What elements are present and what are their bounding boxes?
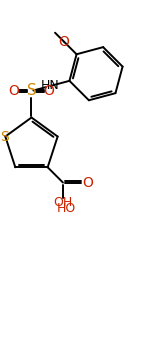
Text: O: O <box>59 35 69 49</box>
Text: HO: HO <box>56 201 76 215</box>
Text: OH: OH <box>53 196 73 209</box>
Text: O: O <box>8 84 19 98</box>
Text: O: O <box>82 175 93 190</box>
Text: S: S <box>0 129 9 144</box>
Text: HN: HN <box>41 79 60 92</box>
Text: O: O <box>44 84 55 98</box>
Text: S: S <box>27 83 36 98</box>
